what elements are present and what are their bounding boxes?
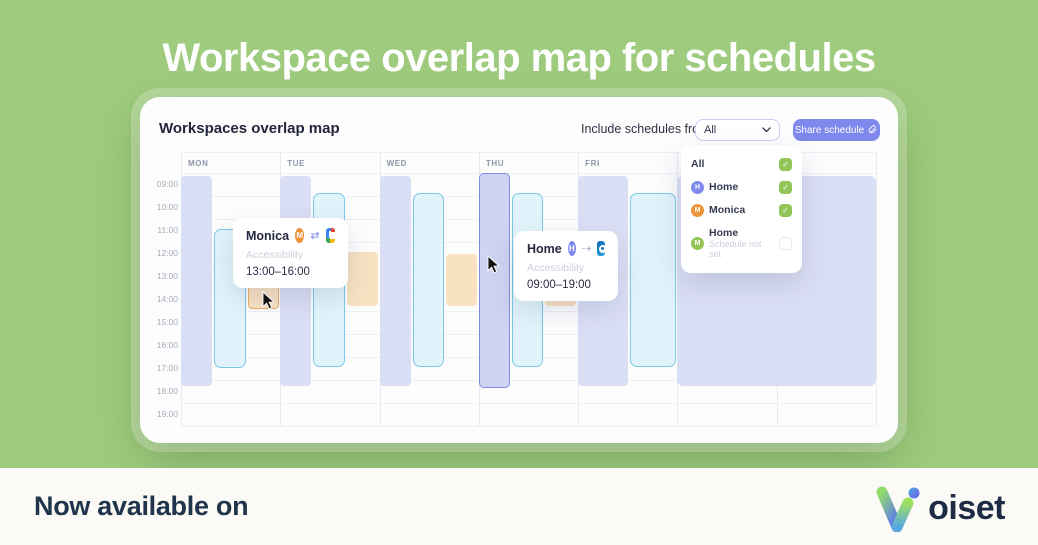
schedule-block-monica-2[interactable] bbox=[446, 253, 478, 307]
voiset-logo-text: oiset bbox=[928, 488, 1005, 527]
grid-hline bbox=[181, 380, 876, 381]
time-label: 15:00 bbox=[156, 317, 178, 327]
schedule-block-home-3[interactable] bbox=[478, 173, 510, 389]
dropdown-item-label: All bbox=[691, 158, 705, 171]
schedules-dropdown-panel: All ✓ H Home ✓ M Monica ✓ M Home Schedule not set bbox=[681, 145, 802, 273]
day-header-mon: MON bbox=[188, 159, 209, 168]
avatar-monica: M bbox=[295, 228, 305, 243]
time-label: 16:00 bbox=[156, 340, 178, 350]
day-header-fri: FRI bbox=[585, 159, 600, 168]
tooltip-monica: Monica M ⇄ Accessibility 13:00–16:00 bbox=[233, 218, 348, 288]
time-label: 17:00 bbox=[156, 363, 178, 373]
time-label: 12:00 bbox=[156, 248, 178, 258]
outlook-icon bbox=[596, 241, 607, 256]
checkbox-checked[interactable]: ✓ bbox=[779, 204, 792, 217]
dropdown-item-label: Home bbox=[709, 181, 739, 194]
day-header-wed: WED bbox=[386, 159, 408, 168]
time-label: 09:00 bbox=[156, 179, 178, 189]
schedule-block-home-2[interactable] bbox=[379, 176, 411, 386]
grid-hline bbox=[181, 173, 876, 174]
voiset-logo-mark-icon bbox=[876, 486, 920, 532]
tooltip-home-subtitle: Accessibility bbox=[527, 262, 585, 274]
dropdown-item-home[interactable]: H Home ✓ bbox=[691, 176, 792, 199]
dashed-arrow-icon: ⇢ bbox=[581, 242, 591, 255]
select-value: All bbox=[704, 124, 717, 136]
grid-vline bbox=[876, 152, 877, 426]
dropdown-item-monica[interactable]: M Monica ✓ bbox=[691, 199, 792, 222]
footer-text: Now available on bbox=[34, 491, 249, 521]
mouse-cursor-icon bbox=[262, 291, 276, 310]
dropdown-item-label: Monica bbox=[709, 204, 746, 217]
hero-background: Workspace overlap map for schedules Work… bbox=[0, 0, 1038, 468]
include-schedules-select[interactable]: All bbox=[695, 119, 780, 141]
time-label: 11:00 bbox=[157, 225, 178, 235]
tooltip-home: Home H ⇢ Accessibility 09:00–19:00 bbox=[514, 231, 618, 301]
checkbox-checked[interactable]: ✓ bbox=[779, 181, 792, 194]
page-title: Workspace overlap map for schedules bbox=[162, 36, 876, 80]
checkbox-checked[interactable]: ✓ bbox=[779, 158, 792, 171]
day-header-tue: TUE bbox=[287, 159, 306, 168]
share-schedule-label: Share schedule bbox=[794, 124, 865, 136]
time-label: 19:00 bbox=[156, 409, 178, 419]
schedule-card: Workspaces overlap map Include schedules… bbox=[140, 97, 898, 443]
dropdown-item-home[interactable]: M Home Schedule not set bbox=[691, 222, 792, 265]
grid-hline bbox=[181, 403, 876, 404]
tooltip-monica-name: Monica bbox=[246, 228, 290, 243]
checkbox-unchecked[interactable] bbox=[779, 236, 792, 250]
avatar: M bbox=[691, 236, 704, 250]
day-header-thu: THU bbox=[485, 159, 505, 168]
avatar: H bbox=[691, 181, 704, 194]
card-title: Workspaces overlap map bbox=[159, 120, 340, 137]
avatar-home: H bbox=[567, 241, 576, 256]
grid-hline bbox=[181, 426, 876, 427]
google-calendar-icon bbox=[325, 228, 335, 243]
tooltip-monica-time: 13:00–16:00 bbox=[246, 266, 310, 278]
mouse-cursor-icon bbox=[487, 255, 501, 274]
dropdown-item-sublabel: Schedule not set bbox=[709, 239, 762, 260]
schedule-block-home-0[interactable] bbox=[181, 176, 212, 386]
paperclip-icon bbox=[868, 125, 877, 134]
schedule-block-monica-1[interactable] bbox=[346, 252, 378, 307]
dropdown-item-all[interactable]: All ✓ bbox=[691, 153, 792, 176]
avatar: M bbox=[691, 204, 704, 217]
tooltip-home-time: 09:00–19:00 bbox=[527, 279, 591, 291]
schedule-block-home-2[interactable] bbox=[412, 192, 445, 368]
dropdown-item-label: Home Schedule not set bbox=[709, 227, 774, 260]
tooltip-monica-subtitle: Accessibility bbox=[246, 249, 304, 261]
footer-bar: Now available on oiset bbox=[0, 468, 1038, 545]
sync-arrows-icon: ⇄ bbox=[310, 229, 320, 242]
include-schedules-label: Include schedules from bbox=[581, 122, 710, 136]
chevron-down-icon bbox=[762, 127, 771, 133]
time-label: 18:00 bbox=[156, 386, 178, 396]
share-schedule-button[interactable]: Share schedule bbox=[793, 119, 880, 141]
voiset-logo: oiset bbox=[874, 484, 1005, 532]
schedule-block-home-4[interactable] bbox=[630, 192, 677, 368]
time-label: 14:00 bbox=[156, 294, 178, 304]
time-label: 13:00 bbox=[156, 271, 178, 281]
grid-hline bbox=[181, 152, 876, 153]
time-label: 10:00 bbox=[156, 202, 178, 212]
tooltip-home-name: Home bbox=[527, 241, 562, 256]
